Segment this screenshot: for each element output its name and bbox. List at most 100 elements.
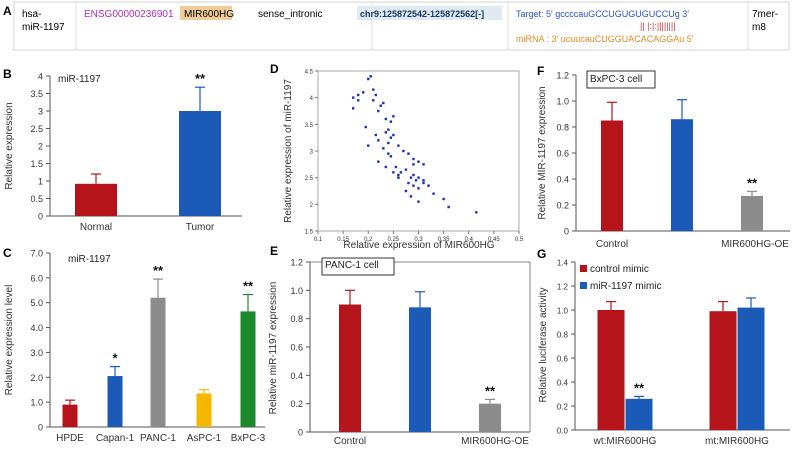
- gene-highlight: [180, 6, 232, 20]
- y-tick-label: 4: [310, 96, 314, 102]
- panel-letter: C: [3, 246, 12, 260]
- panel-letter: F: [537, 64, 544, 78]
- scatter-point: [422, 181, 425, 185]
- scatter-point: [412, 163, 415, 166]
- target-sequence: Target: 5' gccccauGCCUGUGUGUCCUg 3': [516, 9, 689, 19]
- y-tick-label: 0.8: [557, 331, 569, 340]
- bar: [75, 183, 117, 216]
- scatter-point: [382, 101, 385, 105]
- x-category-label: Control: [334, 436, 366, 447]
- scatter-point: [427, 184, 430, 187]
- bar: [709, 311, 737, 430]
- scatter-point: [407, 181, 410, 185]
- chart-c: C 0 1.0 2.0 3.0 4.0 5.0 6.0 7.0 Relative express…: [3, 246, 266, 444]
- y-axis-label: Relative expression level: [4, 285, 15, 396]
- scatter-point: [389, 120, 393, 123]
- scatter-point: [397, 173, 400, 177]
- scatter-point: [422, 163, 425, 166]
- x-tick-label: 0.25: [388, 237, 400, 243]
- y-tick-label: 3.5: [305, 123, 314, 129]
- x-category-label: PANC-1: [140, 433, 176, 444]
- significance-label: **: [485, 383, 496, 398]
- y-axis-label: Relative expression of miR-1197: [283, 79, 294, 223]
- legend-label: miR-1197 mimic: [590, 281, 662, 292]
- x-category-label: wt:MIR600HG: [593, 436, 657, 447]
- y-tick-label: 3: [38, 107, 43, 117]
- x-category-label: AsPC-1: [187, 433, 222, 444]
- site-type-line1: 7mer-: [752, 9, 778, 20]
- x-axis-label: Relative expression of MIR600HG: [343, 240, 494, 251]
- chart-title: miR-1197: [68, 254, 111, 265]
- scatter-point: [389, 136, 393, 139]
- x-category-label: MIR600HG-OE: [461, 436, 529, 447]
- mirna-name-line1: hsa-: [22, 9, 41, 20]
- bar: [597, 310, 625, 430]
- x-tick-label: 0.4: [465, 237, 474, 243]
- title-box: [321, 257, 395, 276]
- scatter-point: [417, 200, 420, 203]
- y-tick-label: 0.2: [557, 403, 569, 412]
- x-category-label: HPDE: [56, 433, 84, 444]
- scatter-point: [447, 205, 450, 209]
- significance-label: **: [195, 71, 206, 86]
- scatter-point: [394, 165, 398, 169]
- scatter-point: [374, 93, 377, 97]
- scatter-point: [372, 99, 375, 102]
- x-category-label: Capan-1: [96, 433, 135, 444]
- y-tick-label: 2.5: [30, 124, 43, 134]
- mirna-sequence: miRNA : 3' ucuucauCUGGUACACAGGAu 5': [516, 34, 694, 44]
- y-tick-label: 0: [298, 428, 303, 438]
- scatter-point: [387, 152, 390, 155]
- table-border: [13, 1, 790, 51]
- y-axis-label: Relative luciferase activity: [538, 287, 549, 402]
- panel-a: A hsa- miR-1197 ENSG00000236901 MIR600HG…: [3, 1, 790, 51]
- scatter-point: [384, 165, 388, 169]
- bar: [339, 304, 361, 432]
- chart-title: miR-1197: [58, 74, 101, 85]
- bar: [479, 403, 501, 432]
- scatter-point: [392, 133, 395, 137]
- y-tick-label: 0.8: [556, 123, 569, 133]
- x-tick-label: 0.2: [364, 237, 373, 243]
- chart-title: BxPC-3 cell: [590, 74, 642, 85]
- x-tick-label: 0.35: [438, 237, 450, 243]
- y-tick-label: 7.0: [30, 249, 43, 259]
- site-type-line2: m8: [752, 22, 766, 33]
- title-box: [586, 70, 656, 89]
- scatter-point: [414, 179, 418, 182]
- scatter-point: [402, 149, 405, 153]
- x-category-label: Control: [596, 239, 628, 250]
- y-tick-label: 0.5: [30, 194, 43, 204]
- significance-label: *: [112, 351, 118, 366]
- y-tick-label: 0: [38, 423, 43, 433]
- relationship-type: sense_intronic: [258, 9, 322, 20]
- legend-swatch: [580, 282, 587, 289]
- y-tick-label: 1.2: [557, 283, 569, 292]
- y-tick-label: 3.0: [30, 348, 43, 358]
- significance-label: **: [243, 279, 254, 294]
- scatter-point: [412, 157, 415, 161]
- y-tick-label: 0.6: [556, 149, 569, 159]
- y-tick-label: 0: [38, 212, 43, 222]
- y-tick-label: 1: [38, 177, 43, 187]
- y-tick-label: 0: [564, 227, 569, 237]
- y-tick-label: 0.2: [556, 201, 569, 211]
- scatter-point: [362, 91, 365, 94]
- scatter-point: [392, 115, 395, 118]
- scatter-point: [387, 141, 390, 145]
- gene-name: MIR600HG: [184, 9, 234, 20]
- y-tick-label: 2: [310, 203, 314, 209]
- y-tick-label: 0.6: [290, 343, 303, 353]
- y-tick-label: 4.0: [30, 323, 43, 333]
- scatter-point: [432, 192, 435, 195]
- scatter-point: [397, 176, 400, 179]
- scatter-point: [377, 109, 380, 113]
- bar: [179, 111, 221, 216]
- scatter-point: [357, 99, 360, 102]
- scatter-point: [379, 104, 383, 107]
- bar: [671, 119, 693, 231]
- scatter-point: [369, 75, 372, 78]
- y-tick-label: 1.4: [557, 259, 569, 268]
- bar: [196, 393, 212, 427]
